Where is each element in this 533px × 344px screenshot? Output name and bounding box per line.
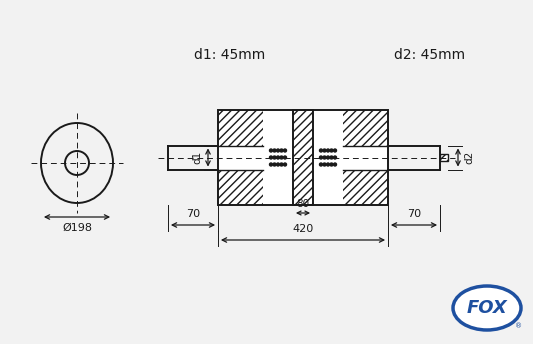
Bar <box>293 110 313 205</box>
Circle shape <box>277 163 279 166</box>
Circle shape <box>270 163 272 166</box>
Ellipse shape <box>453 286 521 330</box>
Circle shape <box>273 156 276 159</box>
Bar <box>343 110 388 146</box>
Circle shape <box>334 149 336 152</box>
Circle shape <box>323 163 326 166</box>
Circle shape <box>319 149 322 152</box>
Circle shape <box>284 149 287 152</box>
Circle shape <box>270 156 272 159</box>
Circle shape <box>277 156 279 159</box>
Circle shape <box>270 149 272 152</box>
Text: ®: ® <box>515 323 522 329</box>
Circle shape <box>334 163 336 166</box>
Text: FOX: FOX <box>466 299 507 317</box>
Bar <box>343 170 388 205</box>
Text: 70: 70 <box>407 209 421 219</box>
Circle shape <box>280 156 283 159</box>
Bar <box>440 154 448 161</box>
Circle shape <box>330 156 333 159</box>
Text: Ø198: Ø198 <box>62 223 92 233</box>
Circle shape <box>277 149 279 152</box>
Text: d1: 45mm: d1: 45mm <box>195 48 265 62</box>
Text: 420: 420 <box>293 224 313 234</box>
Circle shape <box>284 156 287 159</box>
Text: 70: 70 <box>186 209 200 219</box>
Bar <box>293 110 313 205</box>
Circle shape <box>323 156 326 159</box>
Bar <box>218 170 263 205</box>
Circle shape <box>280 163 283 166</box>
Circle shape <box>327 156 329 159</box>
Text: 80: 80 <box>296 199 310 209</box>
Bar <box>218 110 263 146</box>
Circle shape <box>280 149 283 152</box>
Circle shape <box>273 149 276 152</box>
Text: d1: d1 <box>192 151 202 164</box>
Circle shape <box>319 156 322 159</box>
Bar <box>218 110 388 205</box>
Circle shape <box>330 163 333 166</box>
Circle shape <box>334 156 336 159</box>
Circle shape <box>330 149 333 152</box>
Circle shape <box>327 163 329 166</box>
Text: d2: d2 <box>464 151 474 164</box>
Bar <box>440 154 448 161</box>
Circle shape <box>284 163 287 166</box>
Circle shape <box>323 149 326 152</box>
Text: d2: 45mm: d2: 45mm <box>394 48 465 62</box>
Circle shape <box>327 149 329 152</box>
Circle shape <box>273 163 276 166</box>
Bar <box>218 110 388 205</box>
Circle shape <box>319 163 322 166</box>
